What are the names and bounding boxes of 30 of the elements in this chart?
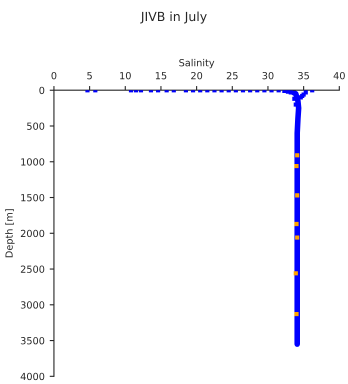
x-tick-label: 10 bbox=[120, 72, 131, 80]
x-tick-label: 30 bbox=[262, 72, 274, 80]
point bbox=[294, 271, 298, 276]
y-tick-label: 3500 bbox=[20, 337, 44, 344]
x-tick-label: 40 bbox=[334, 72, 345, 80]
chart-title: JIVB in July bbox=[140, 12, 207, 24]
point bbox=[304, 90, 308, 94]
point bbox=[295, 235, 300, 240]
y-tick-label: 1500 bbox=[21, 194, 44, 202]
point bbox=[294, 164, 299, 168]
y-tick-label: 500 bbox=[27, 122, 44, 130]
x-tick-label: 25 bbox=[226, 72, 238, 80]
x-tick-label: 0 bbox=[51, 72, 56, 80]
point bbox=[294, 222, 299, 226]
x-tick-label: 35 bbox=[298, 72, 309, 80]
point bbox=[295, 193, 300, 198]
point bbox=[294, 312, 299, 316]
point bbox=[288, 90, 293, 94]
x-tick-label: 20 bbox=[191, 72, 202, 80]
point bbox=[295, 153, 300, 158]
y-tick-label: 1000 bbox=[21, 158, 44, 166]
y-tick-label: 0 bbox=[39, 86, 44, 94]
y-tick-label: 2500 bbox=[20, 266, 44, 273]
y-axis-title: Depth [m] bbox=[5, 209, 15, 258]
x-tick-label: 15 bbox=[156, 72, 166, 80]
x-axis-title: Salinity bbox=[179, 58, 214, 68]
y-tick-label: 3000 bbox=[20, 301, 44, 309]
y-tick-label: 2000 bbox=[20, 230, 44, 238]
x-tick-label: 5 bbox=[87, 72, 92, 80]
y-tick-label: 4000 bbox=[20, 372, 44, 380]
